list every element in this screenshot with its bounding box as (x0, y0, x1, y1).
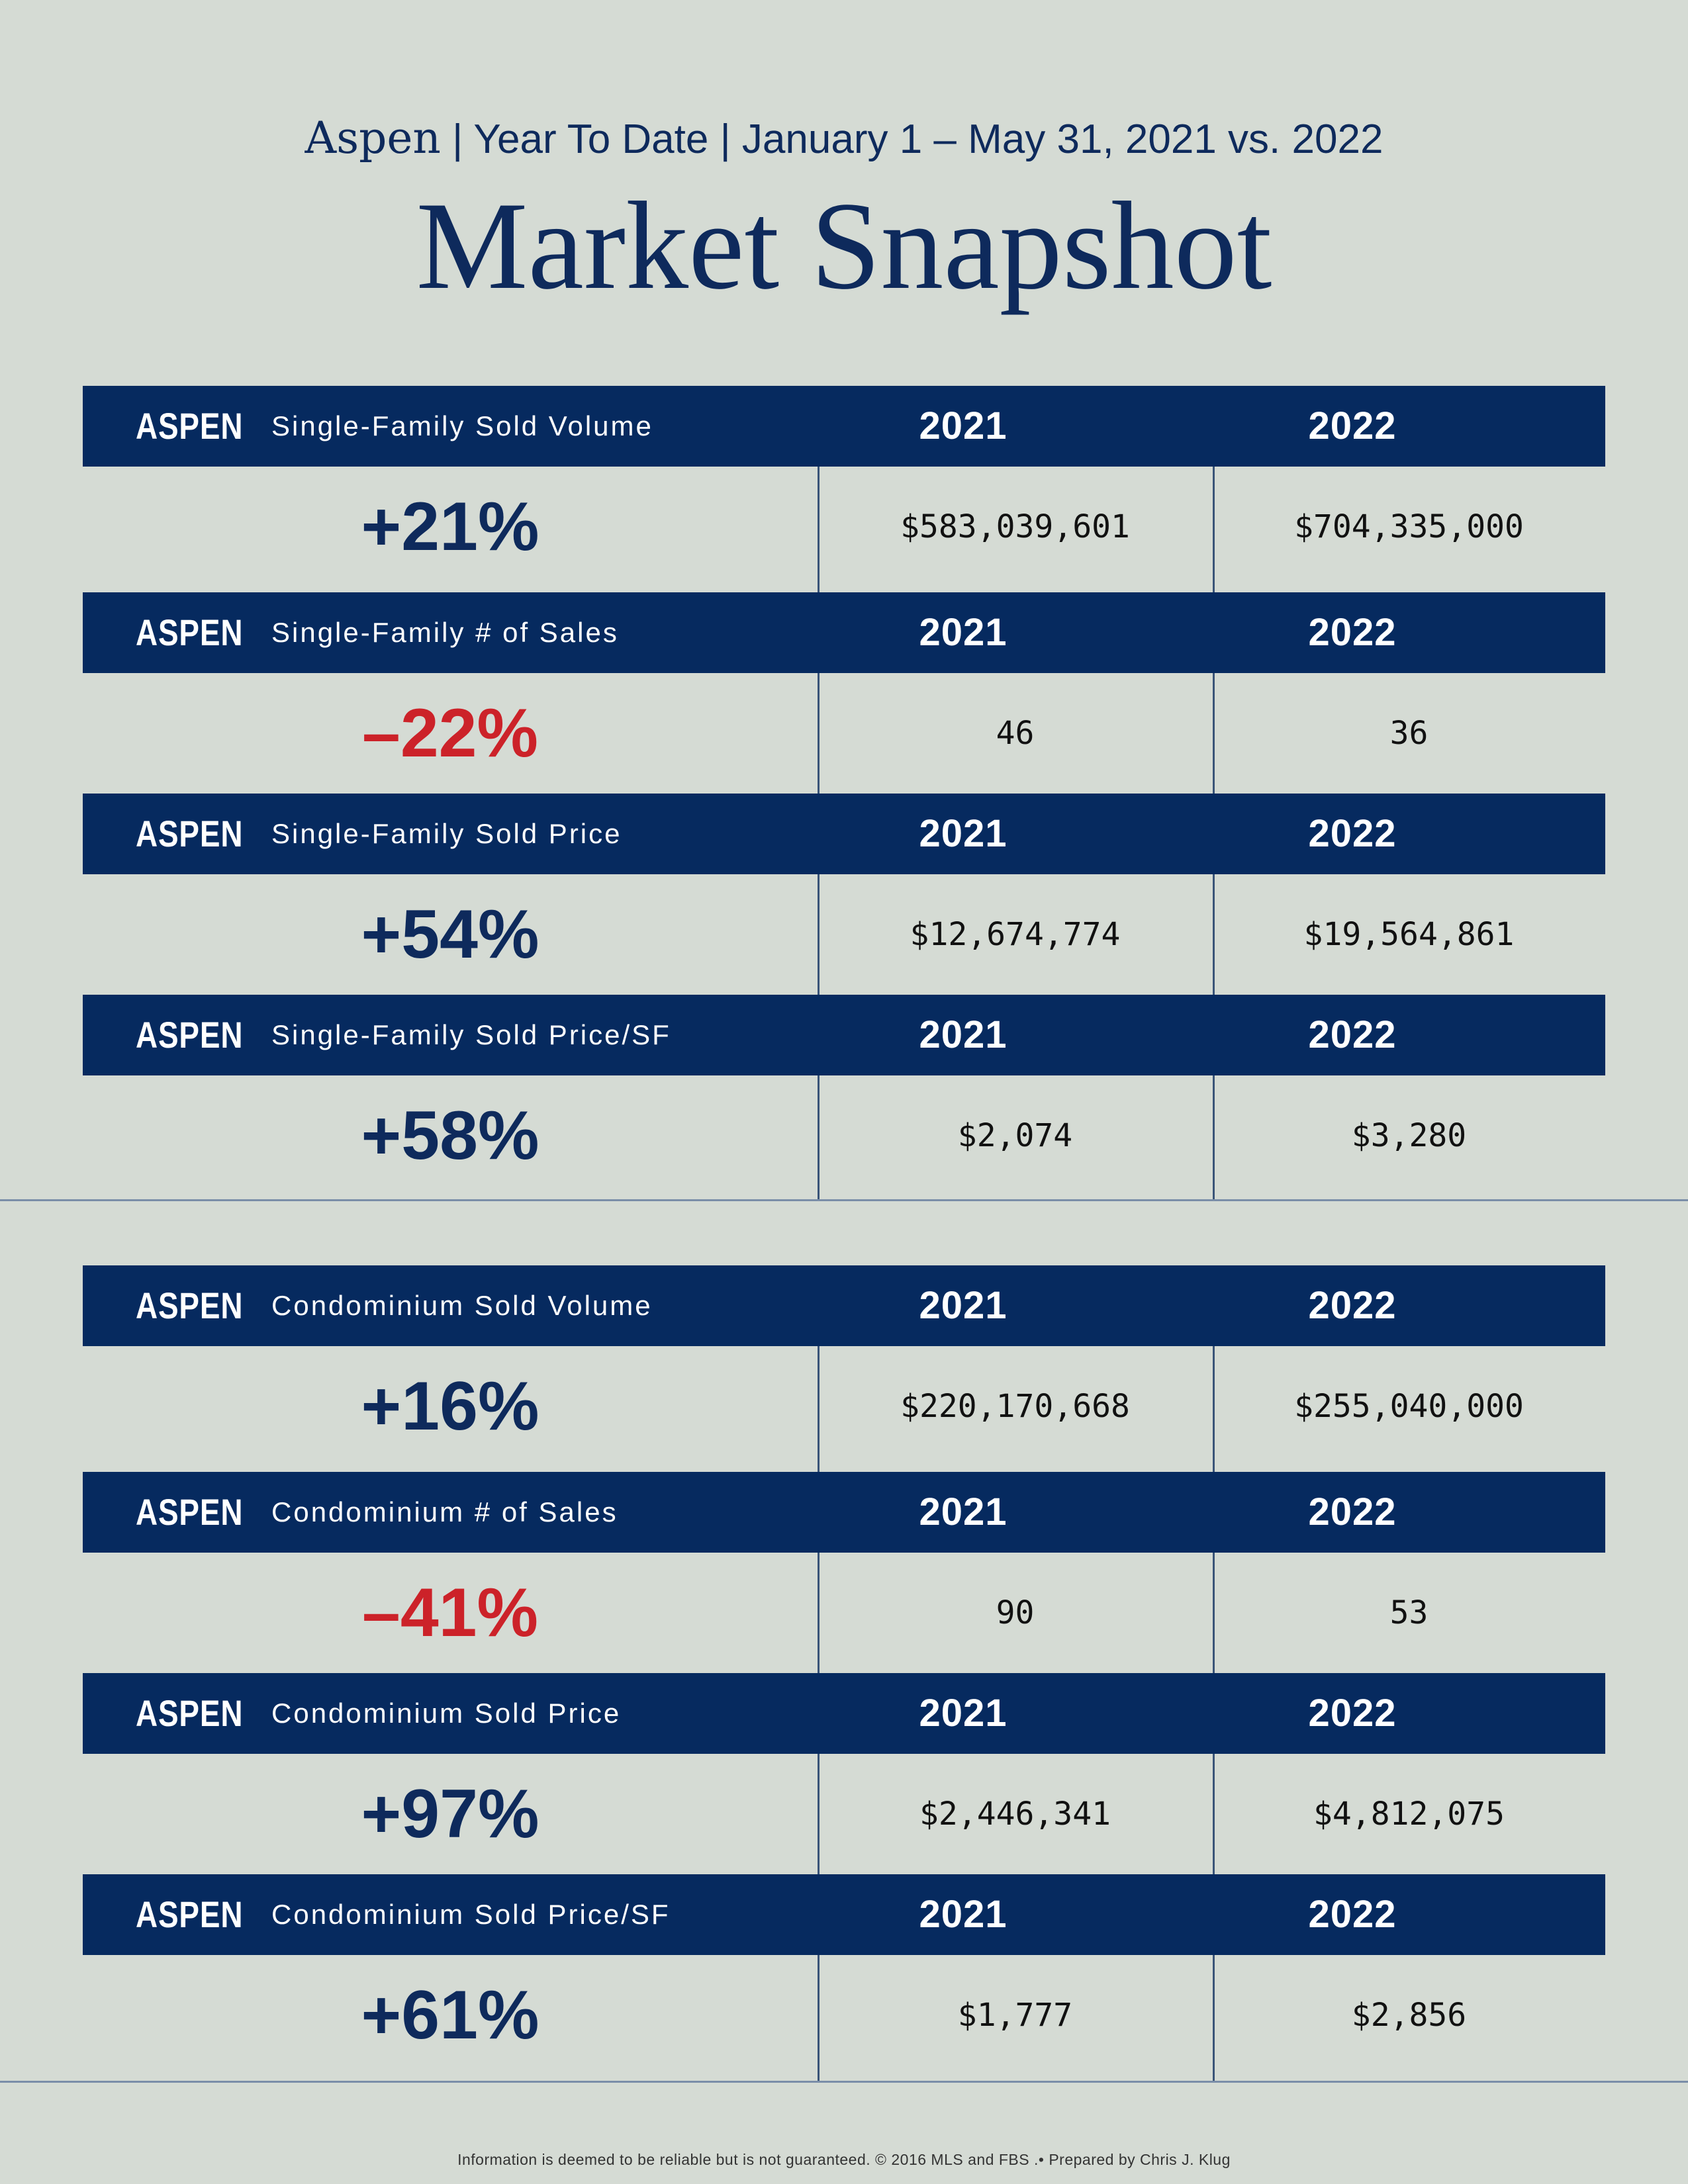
location-label: ASPEN (136, 1893, 244, 1935)
location-label: ASPEN (136, 1692, 244, 1734)
footer-disclaimer: Information is deemed to be reliable but… (457, 2151, 1231, 2168)
value-2021: $1,777 (957, 1997, 1073, 2034)
year-2021-label: 2021 (919, 812, 1008, 855)
location-label: ASPEN (136, 813, 244, 854)
metric-header-bar: ASPEN Single-Family Sold Price 2021 2022 (83, 794, 1605, 874)
column-divider (818, 1754, 820, 1874)
column-divider (818, 1553, 820, 1673)
year-2022-label: 2022 (1308, 1490, 1397, 1533)
location-label: ASPEN (136, 1014, 244, 1056)
column-divider (818, 1955, 820, 2081)
change-percent: –41% (362, 1574, 538, 1651)
value-2021: $220,170,668 (900, 1388, 1130, 1425)
column-divider (1213, 1754, 1215, 1874)
change-percent: +58% (361, 1097, 539, 1174)
change-percent: +61% (361, 1977, 539, 2054)
metric-header-bar: ASPEN Condominium Sold Price 2021 2022 (83, 1673, 1605, 1754)
change-percent: +21% (361, 488, 539, 565)
metric-header-bar: ASPEN Condominium Sold Volume 2021 2022 (83, 1265, 1605, 1346)
year-2022-label: 2022 (1308, 1284, 1397, 1327)
value-2022: $4,812,075 (1313, 1796, 1505, 1833)
value-2021: $2,446,341 (919, 1796, 1111, 1833)
change-percent: +97% (361, 1776, 539, 1852)
metric-header-bar: ASPEN Condominium # of Sales 2021 2022 (83, 1472, 1605, 1553)
metric-row: +58% $2,074 $3,280 (83, 1075, 1605, 1196)
metric-label: Condominium Sold Volume (271, 1290, 653, 1321)
column-divider (1213, 467, 1215, 592)
column-divider (818, 467, 820, 592)
metric-header-bar: ASPEN Single-Family Sold Price/SF 2021 2… (83, 995, 1605, 1075)
change-percent: –22% (362, 695, 538, 772)
value-2022: $3,280 (1351, 1117, 1467, 1154)
section-divider (0, 1199, 1688, 1201)
metric-label: Condominium # of Sales (271, 1496, 618, 1527)
column-divider (818, 1346, 820, 1472)
metric-header-bar: ASPEN Single-Family # of Sales 2021 2022 (83, 592, 1605, 673)
column-divider (818, 673, 820, 794)
metric-row: +61% $1,777 $2,856 (83, 1955, 1605, 2075)
column-divider (1213, 874, 1215, 995)
value-2022: $19,564,861 (1303, 916, 1515, 953)
year-2022-label: 2022 (1308, 1013, 1397, 1056)
location-label: ASPEN (136, 1285, 244, 1326)
year-2022-label: 2022 (1308, 404, 1397, 447)
value-2021: $12,674,774 (910, 916, 1121, 953)
column-divider (1213, 1955, 1215, 2081)
year-2022-label: 2022 (1308, 611, 1397, 654)
metric-label: Condominium Sold Price (271, 1698, 622, 1729)
column-divider (1213, 1346, 1215, 1472)
metric-label: Single-Family Sold Volume (271, 410, 653, 441)
metric-row: –41% 90 53 (83, 1553, 1605, 1673)
subtitle-location: Aspen (305, 113, 441, 163)
metric-header-bar: ASPEN Single-Family Sold Volume 2021 202… (83, 386, 1605, 467)
subtitle-period: | Year To Date | January 1 – May 31, 202… (440, 116, 1383, 162)
column-divider (1213, 673, 1215, 794)
location-label: ASPEN (136, 405, 244, 447)
change-percent: +54% (361, 896, 539, 973)
value-2022: $255,040,000 (1294, 1388, 1524, 1425)
year-2021-label: 2021 (919, 1692, 1008, 1735)
year-2021-label: 2021 (919, 404, 1008, 447)
section-divider (0, 2081, 1688, 2083)
column-divider (1213, 1075, 1215, 1201)
metric-label: Single-Family # of Sales (271, 617, 619, 648)
metric-row: +16% $220,170,668 $255,040,000 (83, 1346, 1605, 1467)
year-2022-label: 2022 (1308, 812, 1397, 855)
year-2021-label: 2021 (919, 1893, 1008, 1936)
column-divider (1213, 1553, 1215, 1673)
value-2021: 46 (996, 715, 1035, 752)
year-2021-label: 2021 (919, 1284, 1008, 1327)
value-2022: $2,856 (1351, 1997, 1467, 2034)
report-subtitle: Aspen | Year To Date | January 1 – May 3… (0, 113, 1688, 163)
value-2021: $2,074 (957, 1117, 1073, 1154)
location-label: ASPEN (136, 612, 244, 653)
change-percent: +16% (361, 1368, 539, 1445)
value-2022: $704,335,000 (1294, 508, 1524, 545)
value-2021: 90 (996, 1594, 1035, 1631)
metric-label: Single-Family Sold Price/SF (271, 1019, 671, 1050)
metric-label: Single-Family Sold Price (271, 818, 622, 849)
metric-row: +54% $12,674,774 $19,564,861 (83, 874, 1605, 995)
value-2022: 36 (1389, 715, 1429, 752)
year-2021-label: 2021 (919, 611, 1008, 654)
metric-label: Condominium Sold Price/SF (271, 1899, 671, 1930)
value-2022: 53 (1389, 1594, 1429, 1631)
year-2021-label: 2021 (919, 1013, 1008, 1056)
page-title: Market Snapshot (416, 177, 1272, 316)
metric-row: +97% $2,446,341 $4,812,075 (83, 1754, 1605, 1874)
column-divider (818, 874, 820, 995)
metric-row: –22% 46 36 (83, 673, 1605, 794)
year-2021-label: 2021 (919, 1490, 1008, 1533)
year-2022-label: 2022 (1308, 1893, 1397, 1936)
year-2022-label: 2022 (1308, 1692, 1397, 1735)
metric-header-bar: ASPEN Condominium Sold Price/SF 2021 202… (83, 1874, 1605, 1955)
column-divider (818, 1075, 820, 1201)
location-label: ASPEN (136, 1491, 244, 1533)
value-2021: $583,039,601 (900, 508, 1130, 545)
metric-row: +21% $583,039,601 $704,335,000 (83, 467, 1605, 587)
